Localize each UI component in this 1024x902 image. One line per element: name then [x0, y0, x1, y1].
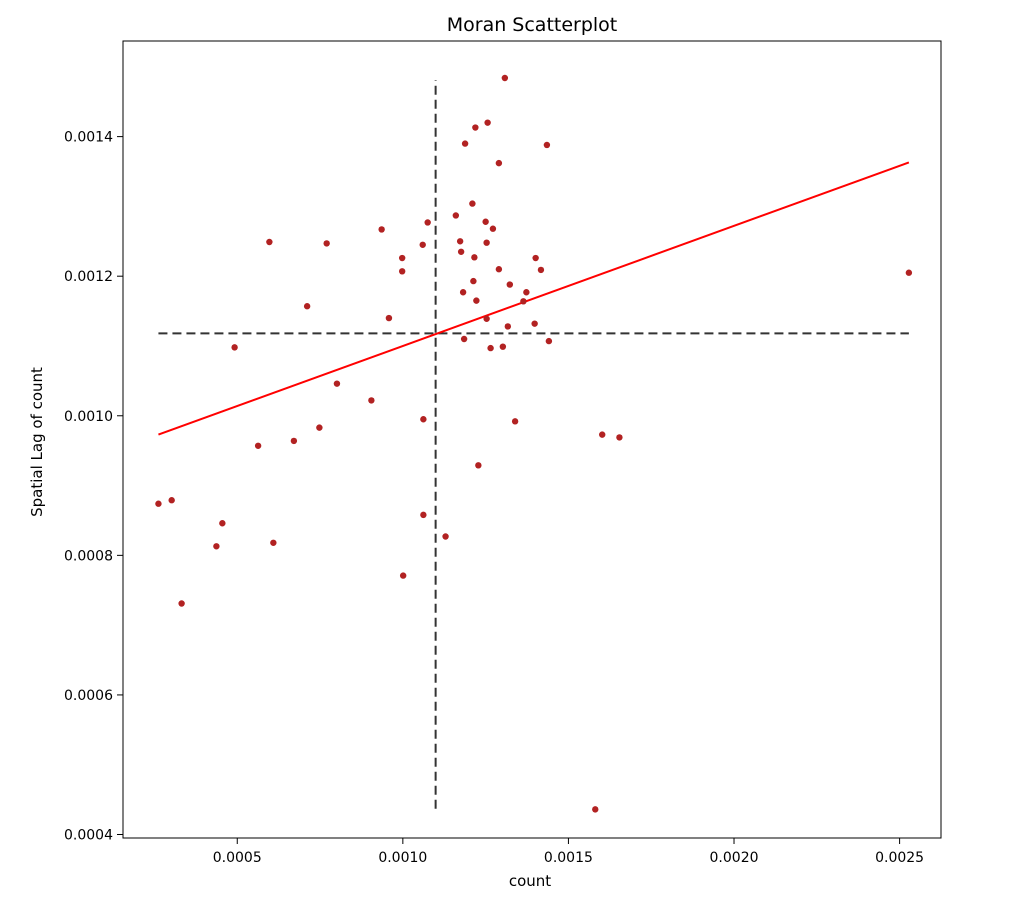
- data-point: [495, 159, 503, 167]
- data-point: [520, 298, 527, 305]
- data-point: [473, 297, 480, 304]
- data-point: [303, 303, 311, 310]
- data-point: [905, 269, 913, 276]
- data-point: [459, 289, 467, 296]
- data-point: [266, 238, 273, 246]
- x-tick-label: 0.0020: [710, 850, 759, 866]
- x-tick-label: 0.0005: [213, 850, 262, 866]
- data-point: [460, 335, 468, 343]
- data-point: [545, 337, 553, 345]
- data-point: [543, 141, 551, 149]
- plot-frame: [122, 40, 942, 839]
- data-point: [457, 248, 465, 255]
- data-point: [456, 238, 464, 245]
- data-point: [316, 424, 323, 431]
- data-point: [424, 219, 431, 226]
- data-point: [333, 380, 341, 387]
- data-point: [484, 119, 491, 126]
- data-point: [475, 462, 482, 469]
- data-point: [231, 344, 238, 351]
- data-point: [499, 343, 507, 350]
- chart-title: Moran Scatterplot: [447, 14, 618, 36]
- data-point: [168, 497, 175, 504]
- data-point: [213, 543, 220, 550]
- data-point: [489, 225, 497, 232]
- data-point: [442, 533, 449, 540]
- data-point: [504, 323, 512, 330]
- data-point: [398, 254, 406, 262]
- data-point: [469, 200, 476, 207]
- data-point: [398, 268, 406, 275]
- data-point: [599, 431, 606, 438]
- x-axis-label: count: [509, 872, 551, 890]
- data-point: [420, 416, 427, 423]
- data-point: [420, 511, 427, 519]
- data-point: [523, 289, 530, 296]
- mean-lines: [158, 80, 909, 809]
- data-point: [399, 572, 407, 579]
- data-point: [452, 212, 460, 219]
- data-point: [471, 254, 478, 261]
- data-point: [531, 320, 538, 327]
- y-tick-label: 0.0012: [64, 269, 113, 285]
- y-tick-label: 0.0010: [64, 409, 113, 425]
- data-point: [219, 520, 226, 527]
- data-point: [506, 281, 514, 288]
- data-point: [487, 344, 494, 352]
- data-point: [511, 418, 519, 425]
- x-tick-label: 0.0015: [544, 850, 593, 866]
- data-point: [290, 437, 298, 445]
- y-tick-label: 0.0008: [64, 548, 113, 564]
- data-point: [378, 226, 385, 233]
- data-point: [385, 314, 393, 322]
- data-point: [472, 124, 479, 131]
- data-point: [483, 315, 490, 322]
- data-point: [368, 397, 375, 404]
- data-point: [323, 240, 330, 247]
- data-point: [178, 600, 185, 607]
- x-tick-label: 0.0010: [378, 850, 427, 866]
- data-point: [270, 539, 277, 546]
- y-axis-label: Spatial Lag of count: [28, 367, 46, 517]
- axis-ticks: 0.0005 0.0010 0.0015 0.0020 0.0025 0.0004 0.00…: [64, 130, 924, 866]
- data-point: [532, 254, 539, 262]
- data-point: [254, 442, 262, 449]
- data-point: [482, 218, 489, 225]
- data-point: [483, 239, 490, 246]
- data-point: [592, 806, 599, 813]
- x-tick-label: 0.0025: [875, 850, 924, 866]
- data-point: [537, 266, 545, 274]
- data-point: [501, 74, 509, 82]
- y-tick-label: 0.0014: [64, 130, 113, 146]
- data-point: [495, 266, 503, 273]
- regression-line: [158, 161, 910, 436]
- y-tick-label: 0.0006: [64, 688, 113, 704]
- y-tick-label: 0.0004: [64, 828, 113, 844]
- data-point: [419, 241, 426, 248]
- data-point: [155, 500, 162, 507]
- data-point: [616, 434, 623, 441]
- data-points: [155, 74, 913, 813]
- data-point: [470, 277, 477, 285]
- data-point: [461, 140, 469, 147]
- regression-line-group: [158, 161, 910, 436]
